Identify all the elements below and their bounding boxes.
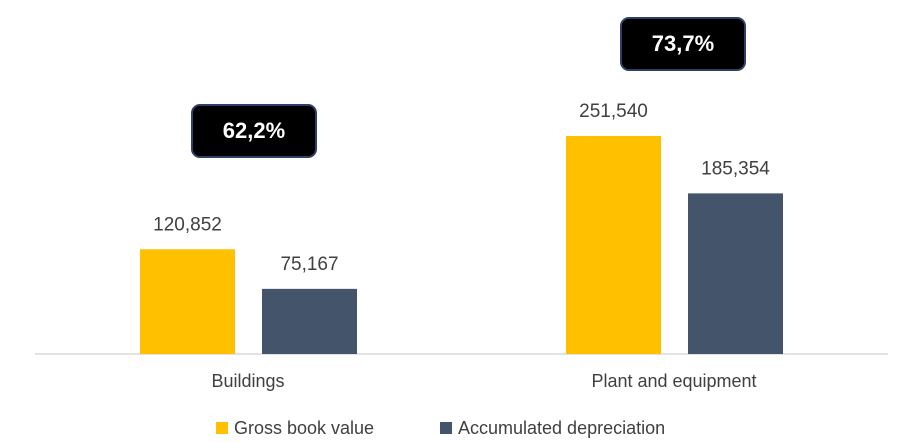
value-label: 185,354 (701, 158, 770, 179)
bar (688, 193, 783, 354)
annotation-box (620, 17, 746, 71)
annotation: 62,2% (223, 118, 285, 143)
value-label: 120,852 (153, 214, 222, 235)
value-label: 251,540 (579, 101, 648, 122)
annotation: 73,7% (652, 31, 714, 56)
legend-swatch (216, 422, 228, 434)
legend-swatch (440, 422, 452, 434)
annotation-box (191, 104, 317, 158)
x-tick-label: Plant and equipment (591, 371, 756, 391)
x-tick-label: Buildings (211, 371, 284, 391)
bar (566, 136, 661, 354)
legend-label: Accumulated depreciation (458, 418, 665, 438)
bar (140, 249, 235, 354)
bar (262, 288, 357, 354)
legend-label: Gross book value (234, 418, 374, 438)
value-label: 75,167 (280, 254, 338, 275)
